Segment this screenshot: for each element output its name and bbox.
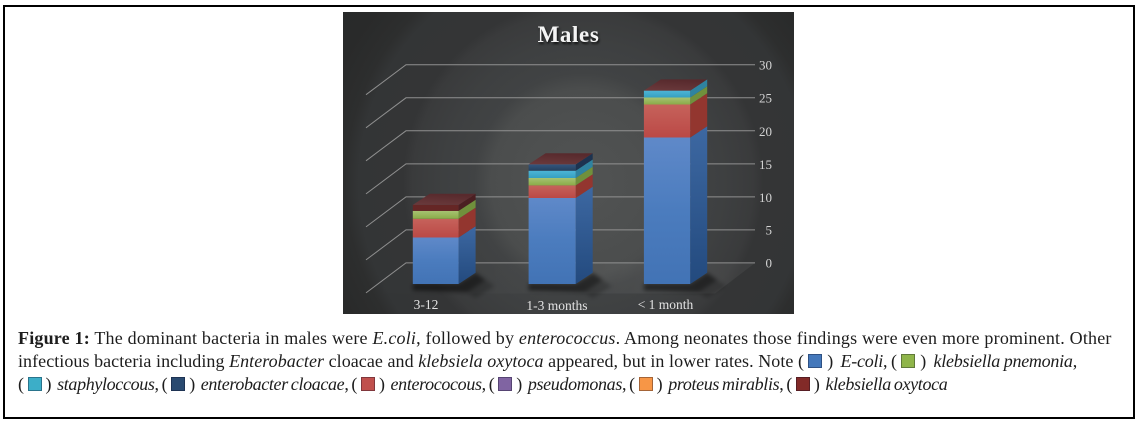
svg-text:30: 30 — [759, 57, 772, 72]
svg-text:10: 10 — [759, 190, 772, 205]
svg-text:15: 15 — [759, 157, 772, 172]
svg-text:< 1 month: < 1 month — [638, 297, 694, 312]
svg-text:20: 20 — [759, 124, 772, 139]
svg-text:0: 0 — [766, 255, 773, 270]
svg-text:25: 25 — [759, 90, 772, 105]
svg-text:1-3 months: 1-3 months — [526, 298, 587, 313]
svg-text:5: 5 — [766, 222, 773, 237]
svg-text:3-12: 3-12 — [414, 297, 439, 312]
